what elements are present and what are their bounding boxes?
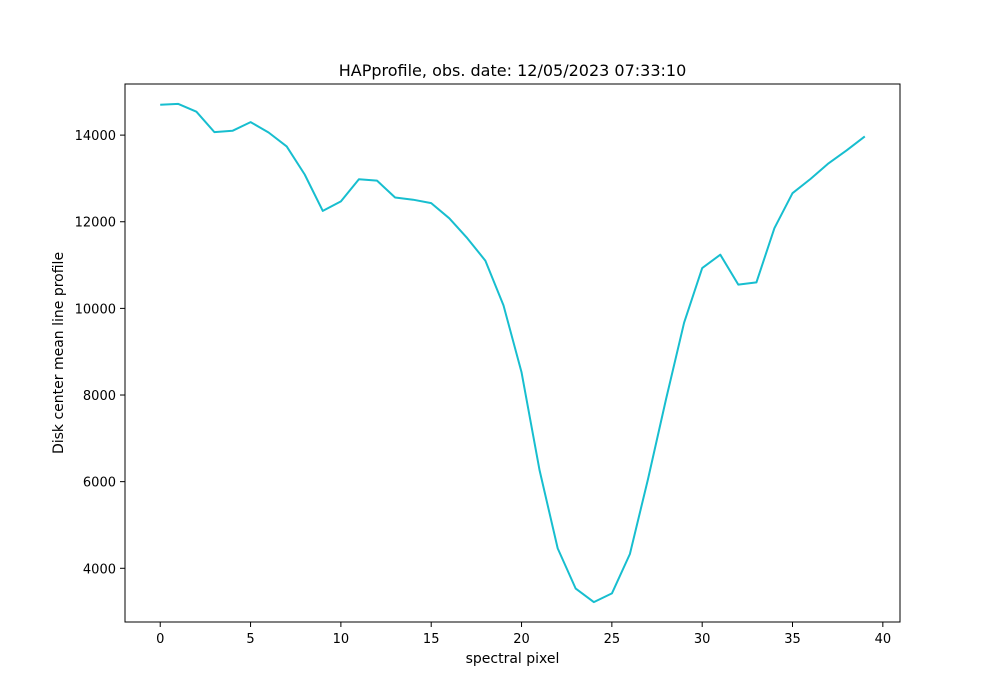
x-tick-label: 25 [604,632,621,647]
y-tick-label: 4000 [83,562,116,577]
x-tick-label: 40 [875,632,892,647]
y-axis-ticks: 4000 6000 8000 10000 12000 14000 [75,129,125,577]
x-tick-label: 30 [694,632,711,647]
chart-title: HAPprofile, obs. date: 12/05/2023 07:33:… [339,61,687,80]
y-tick-label: 10000 [75,302,116,317]
x-tick-label: 20 [513,632,530,647]
x-tick-label: 0 [156,632,164,647]
plot-frame [124,83,901,623]
x-tick-label: 10 [333,632,350,647]
y-tick-label: 8000 [83,389,116,404]
y-tick-label: 6000 [83,476,116,491]
y-tick-label: 12000 [75,216,116,231]
x-axis-label: spectral pixel [466,651,560,667]
x-tick-label: 15 [423,632,440,647]
y-axis-label: Disk center mean line profile [51,252,67,454]
y-tick-label: 14000 [75,129,116,144]
x-tick-label: 5 [246,632,254,647]
x-tick-label: 35 [784,632,801,647]
profile-line [160,102,866,604]
x-axis-ticks: 0 5 10 15 20 25 30 35 40 [156,622,891,647]
